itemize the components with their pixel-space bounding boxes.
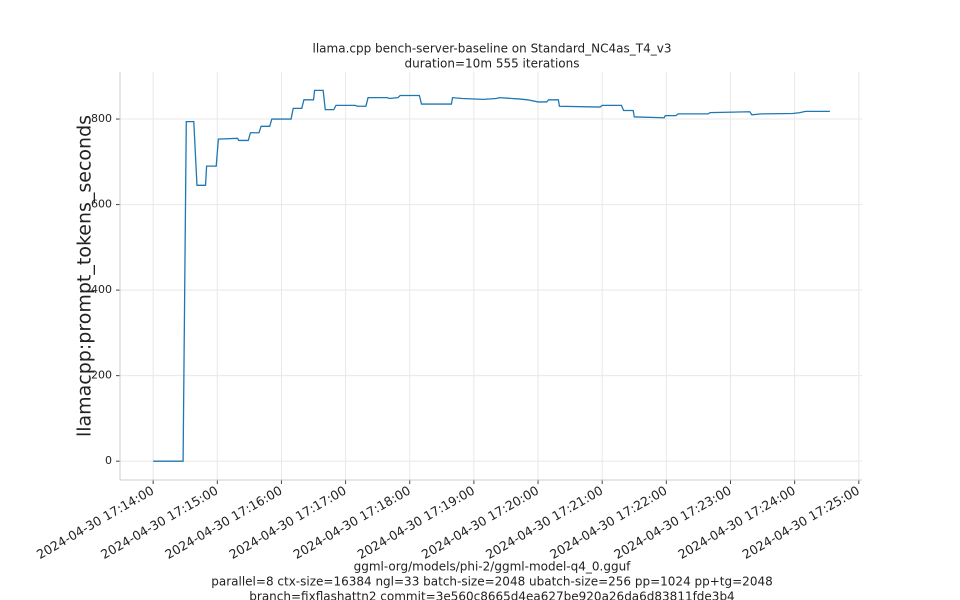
x-tick-label: 2024-04-30 17:16:00 [162, 483, 285, 562]
x-tick-label: 2024-04-30 17:23:00 [611, 483, 734, 562]
chart-subtitle: duration=10m 555 iterations [405, 57, 580, 71]
x-tick-label: 2024-04-30 17:15:00 [98, 483, 221, 562]
x-tick-label: 2024-04-30 17:24:00 [675, 483, 798, 562]
x-tick-label: 2024-04-30 17:14:00 [34, 483, 157, 562]
y-tick-label: 0 [105, 454, 112, 467]
x-tick-label: 2024-04-30 17:21:00 [483, 483, 606, 562]
y-axis-label: llamacpp:prompt_tokens_seconds [74, 115, 96, 437]
x-tick-label: 2024-04-30 17:22:00 [547, 483, 670, 562]
x-axis-label: parallel=8 ctx-size=16384 ngl=33 batch-s… [211, 575, 772, 589]
data-line [153, 89, 830, 462]
x-axis-label: ggml-org/models/phi-2/ggml-model-q4_0.gg… [354, 560, 632, 574]
y-tick-label: 600 [91, 198, 112, 211]
x-tick-label: 2024-04-30 17:19:00 [355, 483, 478, 562]
x-axis-label: branch=fixflashattn2 commit=3e560c8665d4… [249, 590, 734, 600]
chart-title: llama.cpp bench-server-baseline on Stand… [313, 42, 672, 56]
x-tick-label: 2024-04-30 17:18:00 [291, 483, 414, 562]
y-tick-label: 200 [91, 369, 112, 382]
y-tick-label: 800 [91, 112, 112, 125]
x-tick-label: 2024-04-30 17:17:00 [226, 483, 349, 562]
y-tick-label: 400 [91, 283, 112, 296]
x-tick-label: 2024-04-30 17:25:00 [740, 483, 863, 562]
x-tick-label: 2024-04-30 17:20:00 [419, 483, 542, 562]
